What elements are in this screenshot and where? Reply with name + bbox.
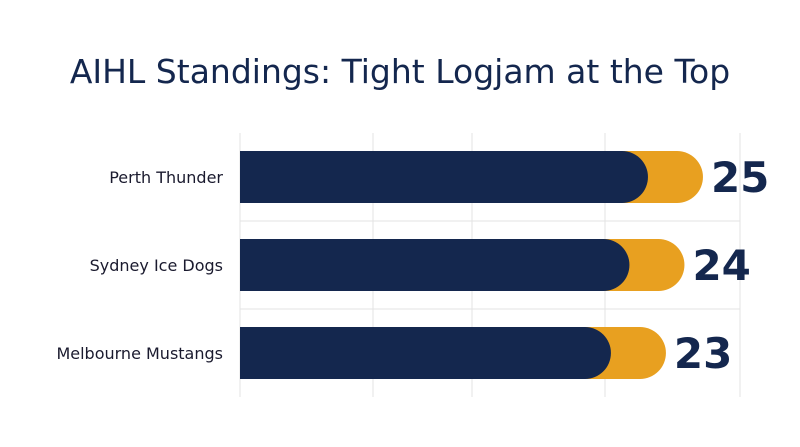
labels-group: Perth Thunder 25 Sydney Ice Dogs 24 Melbourn… [56,153,769,378]
bar [240,151,648,203]
bar [240,239,630,291]
bar [240,327,611,379]
chart-title: AIHL Standings: Tight Logjam at the Top [69,52,731,91]
value-label: 23 [674,329,732,378]
category-label: Sydney Ice Dogs [90,256,223,275]
category-label: Melbourne Mustangs [56,344,223,363]
value-label: 24 [692,241,750,290]
category-label: Perth Thunder [109,168,223,187]
bars-group [240,151,703,379]
value-label: 25 [711,153,769,202]
